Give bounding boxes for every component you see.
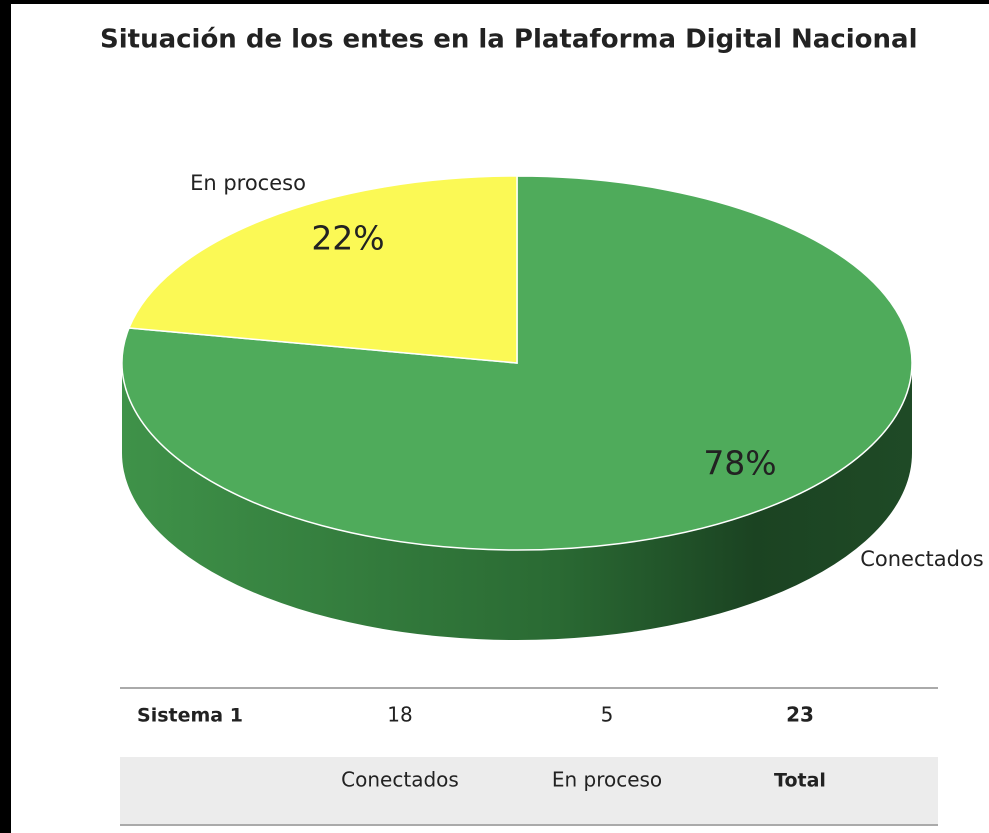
slice-label: En proceso [190, 171, 306, 195]
slice-label: Conectados [860, 547, 984, 571]
value-label: 22% [311, 219, 384, 258]
top-border [0, 0, 989, 4]
left-border [0, 0, 11, 833]
column-header: Conectados [341, 768, 459, 792]
row-label: Sistema 1 [137, 705, 243, 727]
pie [121, 175, 913, 640]
value-label: 78% [703, 444, 776, 483]
cell: 18 [387, 703, 412, 727]
table-band [120, 757, 938, 825]
cell: 5 [601, 703, 614, 727]
column-header: Total [774, 770, 826, 792]
pie-slice [127, 175, 518, 364]
column-header: En proceso [552, 768, 662, 792]
cell: 23 [786, 703, 814, 727]
chart-title: Situación de los entes en la Plataforma … [100, 25, 918, 55]
pie-side [122, 363, 912, 640]
